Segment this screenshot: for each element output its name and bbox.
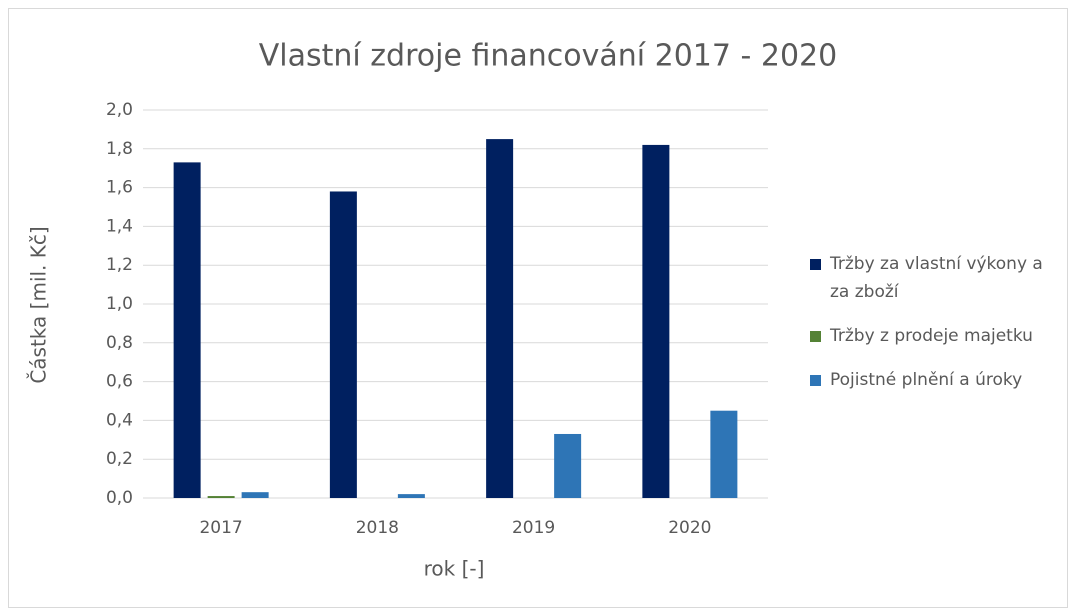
y-axis-label: Částka [mil. Kč] [27, 226, 51, 383]
x-axis-label: rok [-] [424, 557, 485, 581]
bar [486, 139, 514, 498]
bar [173, 162, 201, 498]
legend-swatch [810, 331, 821, 342]
x-tick-label: 2020 [668, 518, 711, 538]
bar [710, 410, 738, 498]
y-tick-label: 0,4 [106, 410, 133, 430]
bar [329, 191, 357, 499]
y-tick-label: 2,0 [106, 100, 133, 120]
x-tick-label: 2017 [199, 518, 242, 538]
bar [207, 496, 235, 498]
legend-item: Tržby za vlastní výkony a za zboží [810, 250, 1060, 306]
bar [554, 433, 582, 498]
y-tick-label: 1,8 [106, 139, 133, 159]
y-tick-label: 1,2 [106, 255, 133, 275]
legend-item: Tržby z prodeje majetku [810, 322, 1060, 350]
y-tick-label: 0,0 [106, 488, 133, 508]
y-tick-label: 0,2 [106, 449, 133, 469]
bar [642, 144, 670, 499]
y-tick-label: 0,8 [106, 333, 133, 353]
x-tick-label: 2018 [356, 518, 399, 538]
chart-title: Vlastní zdroje financování 2017 - 2020 [259, 39, 837, 74]
bar [397, 494, 425, 498]
x-tick-label: 2019 [512, 518, 555, 538]
legend-swatch [810, 375, 821, 386]
y-tick-label: 0,6 [106, 372, 133, 392]
legend-label: Tržby za vlastní výkony a za zboží [830, 254, 1043, 302]
y-tick-label: 1,4 [106, 216, 133, 236]
legend-label: Pojistné plnění a úroky [830, 370, 1023, 390]
legend-swatch [810, 259, 821, 270]
bar [241, 492, 269, 498]
y-tick-label: 1,6 [106, 178, 133, 198]
legend: Tržby za vlastní výkony a za zboží Tržby … [810, 250, 1060, 410]
chart-frame [8, 8, 1068, 608]
y-tick-label: 1,0 [106, 294, 133, 314]
legend-item: Pojistné plnění a úroky [810, 366, 1060, 394]
legend-label: Tržby z prodeje majetku [830, 326, 1033, 346]
